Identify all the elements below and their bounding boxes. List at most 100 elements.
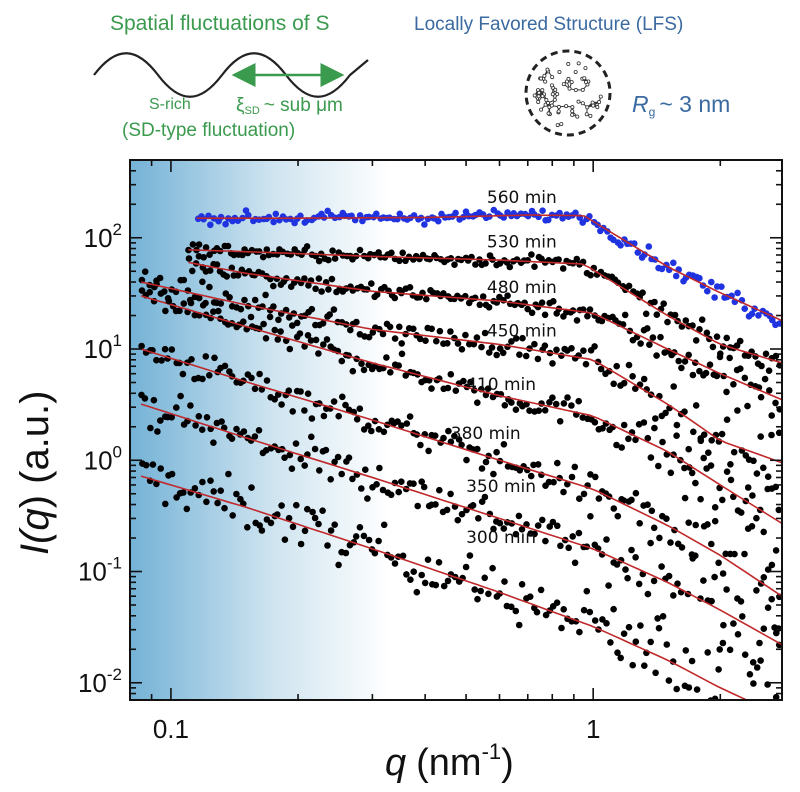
y-tick-label: 102 — [84, 220, 122, 253]
data-point — [667, 539, 674, 546]
data-point — [245, 211, 252, 219]
data-point — [688, 657, 696, 665]
curve-label: 480 min — [487, 278, 557, 298]
data-point — [399, 552, 407, 560]
atom — [576, 61, 581, 66]
x-axis-title: q (nm-1) — [385, 739, 514, 784]
atom — [539, 107, 544, 112]
data-point — [445, 427, 452, 435]
data-point — [685, 519, 692, 526]
data-point — [624, 574, 631, 582]
atom — [580, 87, 585, 92]
data-point — [226, 294, 233, 301]
data-point — [195, 241, 203, 248]
data-point — [564, 394, 571, 401]
data-point — [475, 515, 482, 522]
data-point — [549, 394, 556, 402]
data-point — [534, 355, 542, 363]
data-point — [331, 458, 338, 466]
data-point — [591, 617, 599, 624]
data-point — [753, 470, 761, 477]
fit-line — [140, 348, 782, 597]
data-point — [531, 340, 538, 348]
plot-frame — [129, 159, 783, 701]
data-point — [528, 309, 536, 317]
data-point — [251, 433, 259, 440]
curve-label: 530 min — [487, 232, 557, 252]
data-point — [772, 693, 780, 700]
data-point — [726, 646, 734, 654]
data-point — [402, 372, 410, 379]
data-point — [650, 524, 658, 532]
data-point — [711, 504, 719, 511]
data-point — [573, 317, 581, 324]
atom — [543, 79, 548, 84]
data-point — [504, 292, 511, 300]
data-point — [424, 556, 432, 563]
data-point — [417, 441, 424, 449]
series-560-min — [194, 206, 782, 329]
data-point — [180, 300, 188, 307]
data-point — [224, 242, 232, 250]
data-point — [285, 314, 293, 321]
data-point — [462, 331, 469, 339]
data-point — [414, 502, 422, 510]
lfs-panel-title: Locally Favored Structure (LFS) — [414, 14, 683, 35]
atom — [544, 98, 549, 103]
data-point — [179, 370, 187, 378]
data-point — [545, 216, 552, 224]
data-point — [311, 445, 319, 453]
data-point — [222, 220, 229, 228]
data-point — [353, 416, 361, 423]
data-point — [211, 354, 218, 362]
data-point — [398, 350, 406, 358]
data-point — [512, 607, 520, 615]
data-point — [373, 291, 381, 298]
data-point — [451, 432, 458, 440]
series-450-min — [138, 268, 782, 491]
data-point — [345, 454, 353, 462]
data-point — [327, 476, 335, 483]
data-point — [747, 715, 754, 722]
data-point — [157, 417, 164, 424]
data-point — [555, 256, 562, 263]
data-point — [356, 246, 364, 254]
data-point — [462, 563, 470, 571]
data-point — [274, 391, 282, 398]
data-point — [226, 368, 233, 375]
data-point — [234, 272, 242, 279]
data-point — [267, 519, 275, 527]
data-point — [629, 373, 636, 380]
atom — [591, 103, 596, 108]
data-point — [617, 242, 624, 249]
data-point — [421, 221, 428, 228]
atom — [556, 104, 561, 109]
data-point — [330, 306, 338, 313]
sd-fluctuation-panel: Spatial fluctuations of S S-rich ξSD ~ su… — [93, 12, 369, 141]
series-410-min — [138, 280, 782, 554]
data-point — [672, 272, 680, 280]
data-point — [750, 680, 757, 687]
data-point — [260, 320, 267, 328]
data-point — [723, 334, 730, 342]
data-point — [157, 465, 164, 472]
data-point — [730, 620, 737, 627]
data-point — [685, 351, 692, 359]
data-point — [734, 407, 741, 414]
data-point — [180, 276, 188, 284]
data-point — [403, 571, 410, 578]
atom — [597, 100, 602, 105]
data-point — [334, 453, 342, 461]
data-point — [215, 307, 222, 315]
data-point — [625, 435, 632, 443]
data-point — [153, 356, 160, 364]
data-point — [607, 639, 614, 646]
data-point — [693, 686, 701, 693]
data-point — [474, 399, 481, 407]
data-point — [458, 346, 466, 353]
data-point — [373, 210, 380, 218]
data-point — [700, 431, 708, 439]
data-point — [559, 265, 567, 272]
data-point — [618, 444, 625, 451]
data-point — [644, 434, 652, 442]
